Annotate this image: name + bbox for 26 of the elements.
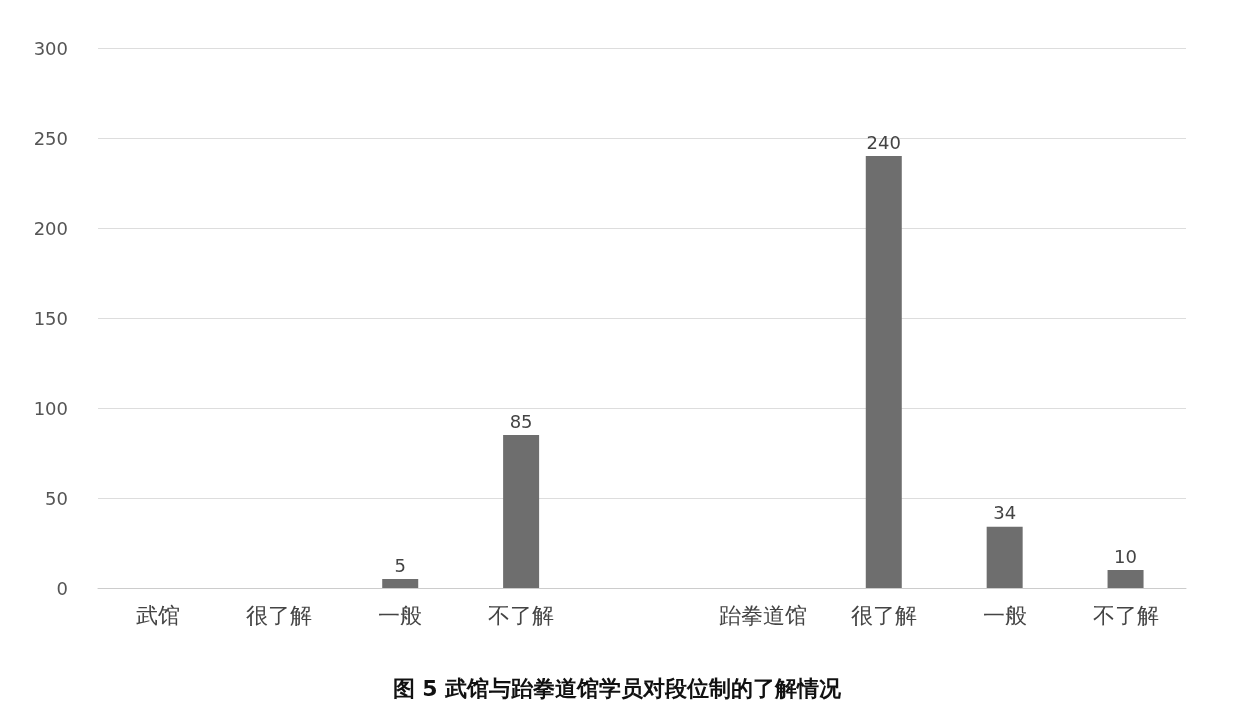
data-label: 5 [394,554,406,576]
x-tick-label: 不了解 [1092,602,1159,628]
y-tick-label: 200 [33,217,68,239]
x-tick-label: 一般 [378,602,423,628]
y-tick-label: 50 [45,487,68,509]
y-tick-label: 0 [56,577,68,599]
y-tick-label: 150 [33,307,68,329]
x-tick-label: 武馆 [136,602,181,628]
data-label: 10 [1114,545,1138,567]
x-tick-label: 不了解 [488,602,555,628]
y-tick-label: 250 [33,127,68,149]
bar [986,526,1023,588]
bar [865,156,902,588]
x-tick-label: 一般 [982,602,1027,628]
bar [503,435,540,588]
x-tick-label: 很了解 [850,602,917,628]
text: 图 5 武馆与跆拳道馆学员对段位制的了解情况 [392,675,843,701]
data-label: 240 [866,131,901,153]
x-tick-label: 跆拳道馆 [718,602,807,628]
bar [1107,570,1144,588]
data-label: 34 [993,502,1017,524]
y-tick-label: 300 [33,37,68,59]
data-label: 85 [509,410,533,432]
bar [382,579,419,588]
y-tick-label: 100 [33,397,68,419]
x-tick-label: 很了解 [246,602,313,628]
